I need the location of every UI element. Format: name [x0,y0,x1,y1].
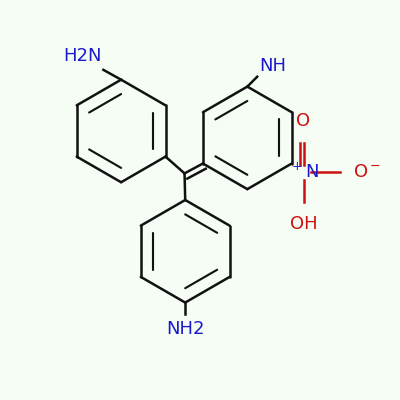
Text: OH: OH [290,215,317,233]
Text: NH: NH [259,57,286,75]
Text: H2N: H2N [63,47,101,65]
Text: O: O [296,112,311,130]
Text: O$^-$: O$^-$ [353,163,381,181]
Text: $^+$N: $^+$N [289,163,318,182]
Text: NH2: NH2 [166,320,204,338]
